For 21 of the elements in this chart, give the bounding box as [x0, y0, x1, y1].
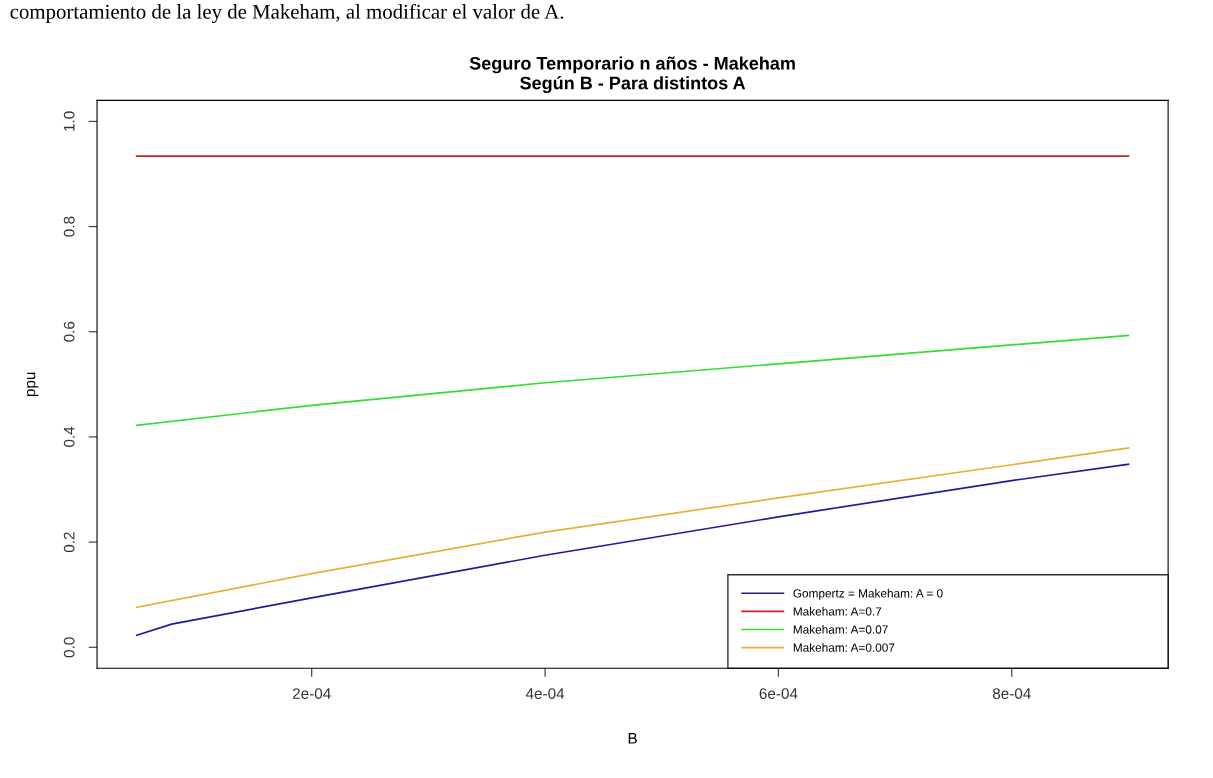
y-tick-label: 0.0 [63, 637, 75, 658]
y-tick-label: 1.0 [63, 111, 75, 131]
line-series [135, 447, 1130, 609]
legend-label: Makeham: A=0.7 [793, 606, 882, 616]
legend-label: Gompertz = Makeham: A = 0 [793, 588, 943, 600]
chart-title: Seguro Temporario n años - Makeham Según B - Para distintos A [469, 56, 795, 94]
x-tick-label: 6e-04 [759, 688, 798, 699]
text: comportamiento de la ley de Makeham, al modificar el valor de A. [10, 3, 564, 24]
x-tick-label: 2e-04 [292, 688, 331, 699]
line-series [135, 334, 1130, 427]
x-tick-label: 8e-04 [992, 688, 1031, 699]
line-series [135, 463, 1130, 637]
y-tick-label: 0.2 [63, 532, 75, 553]
y-tick-label: 0.4 [63, 426, 75, 447]
y-tick-label: 0.8 [63, 216, 75, 237]
x-tick-label: 4e-04 [525, 688, 565, 699]
legend-label: Makeham: A=0.07 [793, 625, 888, 634]
x-axis-title: B [628, 733, 637, 744]
legend-label: Makeham: A=0.007 [793, 643, 895, 652]
y-axis-title: ppu [26, 372, 39, 397]
y-tick-label: 0.6 [63, 321, 75, 342]
